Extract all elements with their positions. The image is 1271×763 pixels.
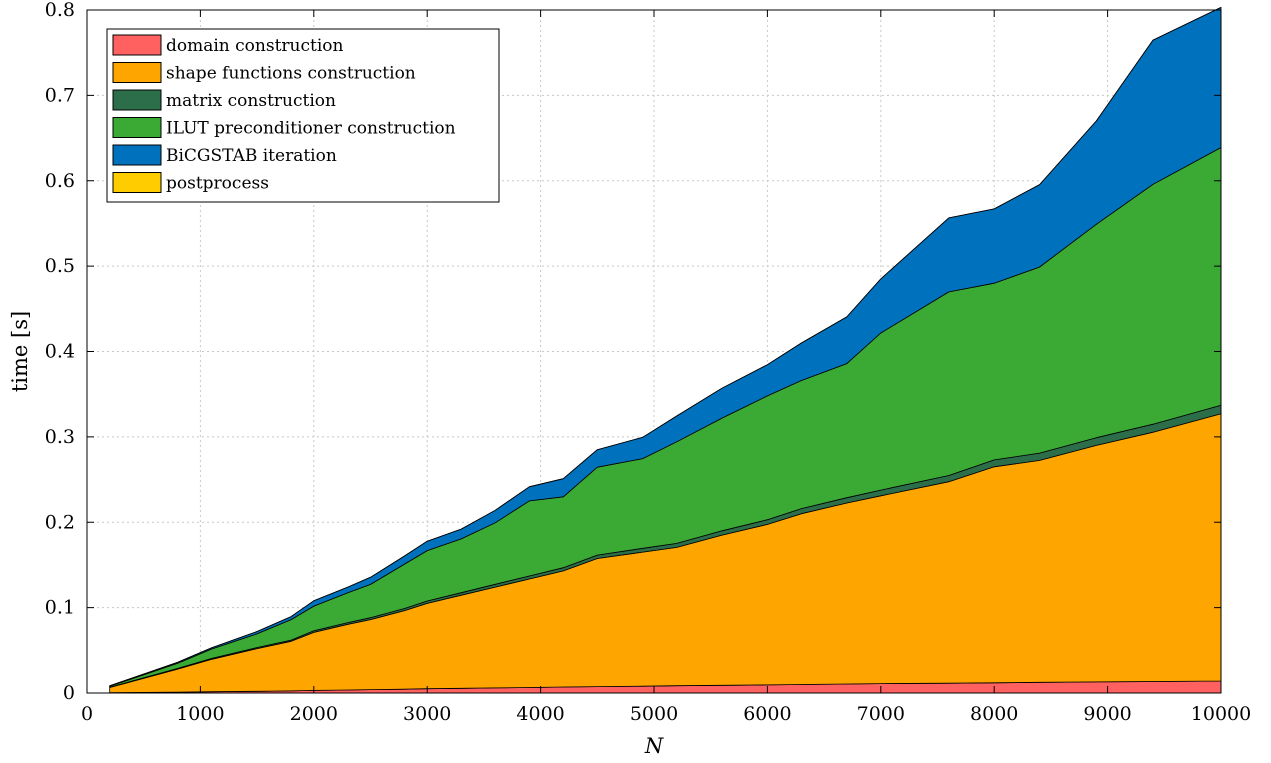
- y-axis-label: time [s]: [8, 311, 32, 392]
- legend-label: BiCGSTAB iteration: [166, 146, 337, 166]
- legend-swatch: [112, 144, 162, 166]
- legend-swatch: [112, 89, 162, 111]
- legend-box: [106, 28, 500, 203]
- x-tick-label: 10000: [1191, 703, 1251, 725]
- stacked-areas: [109, 7, 1222, 694]
- area-postprocess: [109, 7, 1222, 687]
- y-tick-label: 0.4: [45, 341, 75, 363]
- legend-label: matrix construction: [166, 91, 336, 111]
- legend-swatch: [112, 117, 162, 138]
- x-tick-label: 9000: [1083, 703, 1131, 725]
- x-tick-label: 2000: [290, 703, 338, 725]
- y-tick-label: 0.8: [45, 0, 75, 21]
- legend-label: ILUT preconditioner construction: [166, 119, 456, 139]
- x-tick-label: 0: [81, 703, 93, 725]
- y-tick-label: 0.6: [45, 170, 75, 192]
- legend-swatch: [112, 34, 162, 56]
- x-tick-label: 1000: [176, 703, 224, 725]
- x-tick-label: 7000: [857, 703, 905, 725]
- legend-swatch: [112, 62, 162, 83]
- y-tick-label: 0.7: [45, 84, 75, 106]
- x-axis-label: N: [644, 734, 664, 758]
- x-tick-label: 4000: [516, 703, 564, 725]
- x-tick-label: 5000: [630, 703, 678, 725]
- y-tick-label: 0.3: [45, 426, 75, 448]
- legend-label: shape functions construction: [166, 64, 416, 84]
- y-tick-label: 0.5: [45, 255, 75, 277]
- x-tick-label: 3000: [403, 703, 451, 725]
- legend-label: domain construction: [166, 36, 344, 56]
- legend: domain construction shape functions const…: [106, 28, 500, 203]
- legend-label: postprocess: [166, 174, 269, 194]
- axis-ticks: 0 1000 2000 3000 4000 5000 6000 7000 8000 9000 100…: [45, 0, 1251, 725]
- legend-swatch: [112, 172, 162, 193]
- y-tick-label: 0: [63, 682, 75, 704]
- x-tick-label: 6000: [743, 703, 791, 725]
- y-tick-label: 0.1: [45, 597, 75, 619]
- x-tick-label: 8000: [970, 703, 1018, 725]
- y-tick-label: 0.2: [45, 511, 75, 533]
